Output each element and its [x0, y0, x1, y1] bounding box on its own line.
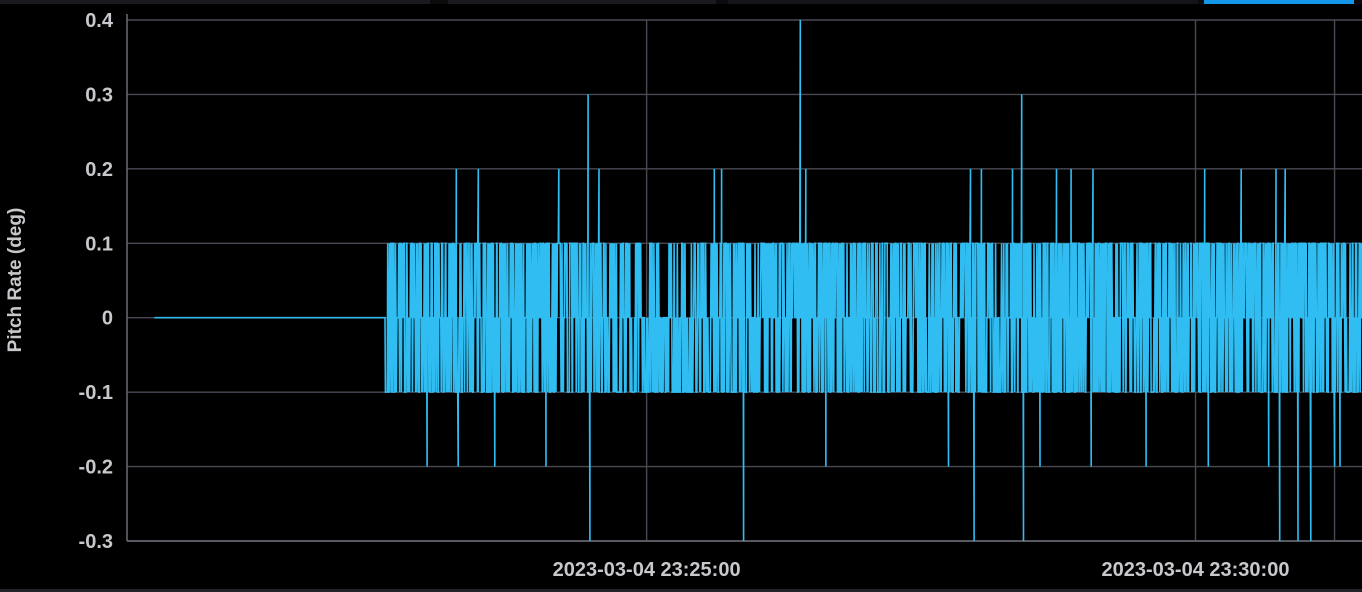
y-tick-label: 0.2: [85, 159, 113, 181]
y-tick-label: 0.1: [85, 233, 113, 255]
tab-inactive[interactable]: [728, 0, 1198, 4]
y-axis-title: Pitch Rate (deg): [5, 208, 26, 353]
pitch-rate-series: [154, 19, 1362, 542]
y-tick-label: -0.3: [79, 531, 113, 553]
x-tick-labels: 2023-03-04 23:25:00 2023-03-04 23:30:00: [553, 559, 1290, 581]
y-tick-label: -0.2: [79, 457, 113, 479]
tab-strip: [0, 0, 1362, 4]
x-tick-label: 2023-03-04 23:30:00: [1102, 559, 1290, 581]
tab-inactive[interactable]: [0, 0, 430, 4]
y-tick-label: -0.1: [79, 382, 113, 404]
tab-active-indicator[interactable]: [1204, 0, 1354, 4]
y-tick-label: 0: [102, 308, 113, 330]
bottom-border: [0, 589, 1362, 592]
y-tick-labels: 0.4 0.3 0.2 0.1 0 -0.1 -0.2 -0.3: [79, 10, 114, 553]
y-tick-label: 0.4: [85, 10, 114, 32]
series-line: [154, 19, 1362, 542]
tab-inactive[interactable]: [448, 0, 716, 4]
y-tick-label: 0.3: [85, 84, 113, 106]
x-tick-label: 2023-03-04 23:25:00: [553, 559, 741, 581]
